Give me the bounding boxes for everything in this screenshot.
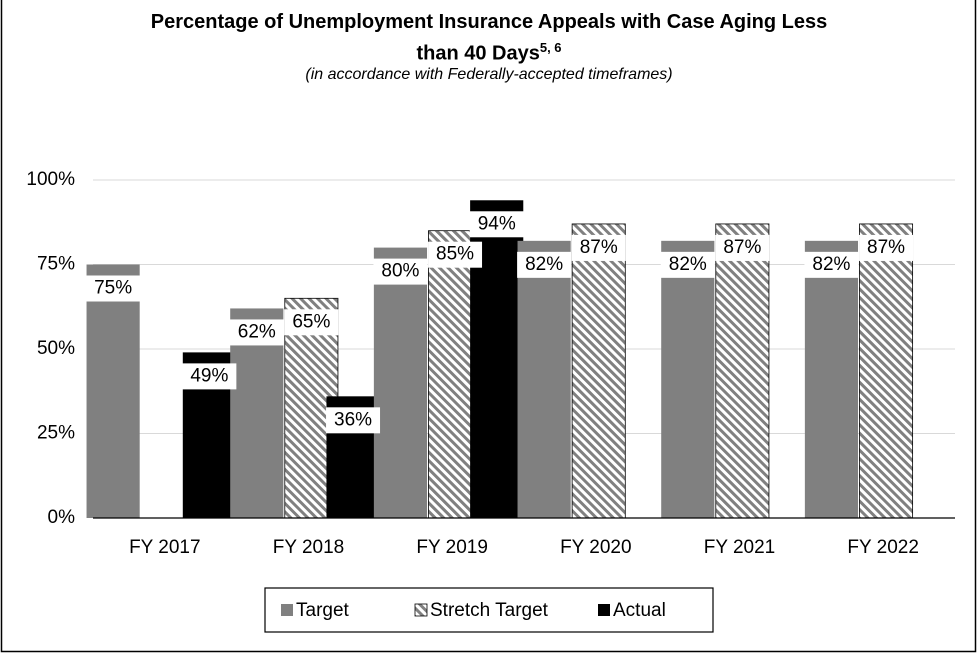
- data-label: 75%: [94, 278, 132, 299]
- data-label-box: [373, 258, 428, 285]
- y-tick-label: 100%: [26, 169, 75, 190]
- data-label: 65%: [292, 311, 330, 332]
- data-label-box: [804, 251, 859, 278]
- data-label-box: [86, 275, 141, 302]
- data-label-box: [715, 234, 770, 261]
- y-tick-label: 0%: [48, 507, 76, 528]
- legend-label: Stretch Target: [430, 600, 549, 621]
- data-label-box: [428, 241, 483, 268]
- bar: [859, 223, 914, 519]
- x-tick-label: FY 2020: [560, 537, 631, 558]
- bar: [86, 264, 140, 518]
- title-text: Percentage of Unemployment Insurance App…: [150, 11, 828, 65]
- bar: [804, 240, 859, 518]
- legend-swatch: [281, 604, 293, 616]
- data-label: 85%: [436, 244, 474, 265]
- legend-box: [264, 587, 714, 633]
- bar: [571, 223, 626, 519]
- data-label: 82%: [525, 254, 563, 275]
- bar: [517, 240, 571, 518]
- data-label-box: [284, 309, 339, 336]
- legend-swatch: [598, 604, 610, 616]
- title-note: 5, 6: [539, 40, 562, 55]
- data-label: 87%: [867, 237, 905, 258]
- y-tick-label: 50%: [37, 338, 75, 359]
- y-tick-label: 75%: [37, 254, 75, 275]
- legend-swatch: [414, 603, 428, 617]
- bar: [661, 240, 715, 518]
- data-label: 94%: [478, 213, 516, 234]
- x-tick-label: FY 2022: [847, 537, 918, 558]
- data-label-box: [517, 251, 572, 278]
- data-label: 36%: [334, 409, 372, 430]
- data-label-box: [326, 407, 381, 434]
- data-label-box: [469, 211, 524, 238]
- data-label: 49%: [190, 365, 228, 386]
- y-tick-label: 25%: [37, 423, 75, 444]
- data-label: 87%: [580, 237, 618, 258]
- data-label: 87%: [723, 237, 761, 258]
- x-tick-label: FY 2021: [704, 537, 775, 558]
- x-tick-label: FY 2019: [416, 537, 487, 558]
- data-label: 82%: [812, 254, 850, 275]
- data-label: 62%: [238, 321, 276, 342]
- chart-title: Percentage of Unemployment Insurance App…: [129, 10, 849, 67]
- chart-subtitle: (in accordance with Federally-accepted t…: [305, 66, 673, 83]
- bar: [715, 223, 770, 519]
- data-label-box: [859, 234, 914, 261]
- x-tick-label: FY 2018: [273, 537, 344, 558]
- data-label-box: [229, 319, 284, 346]
- x-tick-label: FY 2017: [129, 537, 200, 558]
- legend-label: Actual: [613, 600, 666, 621]
- data-label: 80%: [381, 261, 419, 282]
- data-label-box: [660, 251, 715, 278]
- data-label-box: [571, 234, 626, 261]
- data-label: 82%: [669, 254, 707, 275]
- legend-label: Target: [296, 600, 350, 621]
- data-label-box: [182, 363, 237, 390]
- bar: [373, 247, 428, 518]
